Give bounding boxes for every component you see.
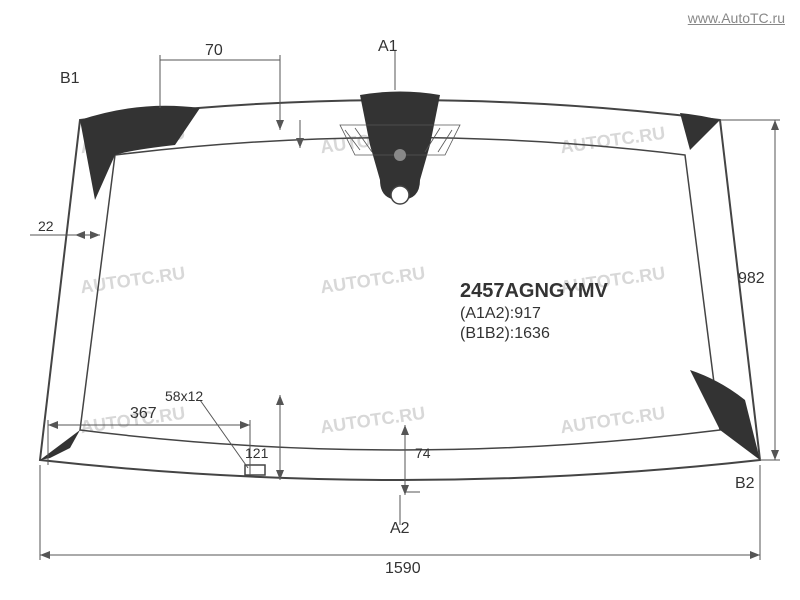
windshield-svg	[0, 0, 800, 600]
dim-367: 367	[130, 405, 157, 423]
label-B1: B1	[60, 70, 80, 88]
dim-121: 121	[245, 445, 268, 461]
dim-982: 982	[738, 270, 765, 288]
diagram-canvas: AUTOTC.RUAUTOTC.RUAUTOTC.RUAUTOTC.RUAUTO…	[0, 0, 800, 600]
part-code: 2457AGNGYMV	[460, 280, 608, 303]
label-A1: A1	[378, 38, 398, 56]
label-A2: A2	[390, 520, 410, 538]
dim-74: 74	[415, 445, 431, 461]
dim-A1A2: (A1A2):917	[460, 305, 541, 323]
dim-1590: 1590	[385, 560, 421, 578]
dim-70: 70	[205, 42, 223, 60]
dim-22: 22	[38, 218, 54, 234]
dim-58x12: 58x12	[165, 388, 203, 404]
label-B2: B2	[735, 475, 755, 493]
dim-B1B2: (B1B2):1636	[460, 325, 550, 343]
